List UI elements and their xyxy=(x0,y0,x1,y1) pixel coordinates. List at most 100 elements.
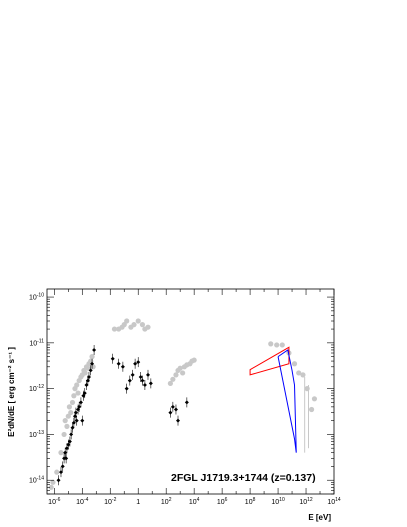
archival-data-point xyxy=(300,372,306,378)
archival-data-point xyxy=(274,342,280,348)
archival-data-point xyxy=(71,393,77,399)
simultaneous-data-point xyxy=(86,374,91,379)
simultaneous-data-point xyxy=(142,383,147,388)
archival-data-point xyxy=(82,370,88,376)
simultaneous-data-point xyxy=(145,372,150,377)
archival-data-point xyxy=(311,396,318,402)
simultaneous-data-point xyxy=(58,470,63,475)
simultaneous-data-point xyxy=(73,410,78,415)
x-tick-label: 10-2 xyxy=(104,497,116,506)
x-axis-title: E [eV] xyxy=(308,513,331,522)
archival-data-point xyxy=(268,341,274,347)
simultaneous-data-point xyxy=(74,418,79,423)
simultaneous-data-point xyxy=(82,391,87,396)
y-tick-label: 10-13 xyxy=(29,430,44,439)
red-bowtie xyxy=(249,346,290,376)
simultaneous-data-point xyxy=(170,404,175,409)
archival-data-point xyxy=(50,479,56,485)
archival-data-point xyxy=(167,380,173,387)
plot-area xyxy=(48,318,318,490)
simultaneous-data-point xyxy=(140,378,145,383)
archival-data-point xyxy=(66,404,73,410)
archival-data-point xyxy=(279,342,285,348)
y-tick-label: 10-14 xyxy=(29,476,44,485)
simultaneous-data-point xyxy=(110,356,115,361)
simultaneous-data-point xyxy=(66,442,71,447)
x-tick-label: 10-6 xyxy=(48,497,60,506)
archival-data-point xyxy=(54,469,60,475)
simultaneous-data-point xyxy=(184,400,189,405)
simultaneous-data-point xyxy=(136,360,141,365)
plot-frame xyxy=(46,288,335,495)
archival-data-point xyxy=(139,322,146,328)
archival-data-point xyxy=(61,431,67,438)
simultaneous-data-point xyxy=(81,393,86,398)
archival-data-point xyxy=(291,361,298,367)
source-annotation: 2FGL J1719.3+1744 (z=0.137) xyxy=(171,472,316,484)
simultaneous-data-point xyxy=(176,418,181,423)
simultaneous-data-point xyxy=(120,364,125,369)
simultaneous-data-point xyxy=(80,418,85,423)
y-tick-label: 10-10 xyxy=(29,293,44,302)
simultaneous-data-point xyxy=(71,420,76,425)
simultaneous-data-point xyxy=(92,347,97,352)
simultaneous-data-point xyxy=(90,361,95,366)
simultaneous-data-point xyxy=(130,372,135,377)
x-tick-label: 106 xyxy=(217,497,228,506)
archival-data-point xyxy=(180,370,186,376)
simultaneous-data-point xyxy=(124,386,129,391)
archival-data-point xyxy=(64,423,70,429)
archival-data-point xyxy=(131,322,137,328)
simultaneous-data-point xyxy=(88,368,93,373)
simultaneous-data-point xyxy=(56,478,61,483)
simultaneous-data-point xyxy=(64,446,69,451)
x-tick-label: 102 xyxy=(161,497,172,506)
archival-data-point xyxy=(48,484,54,490)
simultaneous-data-point xyxy=(138,374,143,379)
archival-data-point xyxy=(74,382,80,388)
axes: 10-6 10-4 10-2 1 102 104 106 108 1010 1012 1014 10-… xyxy=(29,288,341,506)
x-tick-label: 1010 xyxy=(271,497,285,506)
simultaneous-data-point xyxy=(173,407,178,412)
archival-data-point xyxy=(170,376,176,382)
archival-data-point xyxy=(296,370,302,376)
archival-data-point xyxy=(69,399,76,406)
blue-bowtie xyxy=(277,349,297,453)
archival-data-point xyxy=(124,318,130,324)
simultaneous-data-point xyxy=(133,361,138,366)
x-tick-label: 1012 xyxy=(299,497,313,506)
simultaneous-data-point xyxy=(67,439,72,444)
simultaneous-data-point xyxy=(77,404,82,409)
simultaneous-data-point xyxy=(69,432,74,437)
archival-data-point xyxy=(145,324,151,330)
simultaneous-data-point xyxy=(64,456,69,461)
x-tick-label: 104 xyxy=(189,497,200,506)
simultaneous-data-point xyxy=(78,400,83,405)
archival-data-point xyxy=(89,354,95,360)
simultaneous-data-point xyxy=(60,464,65,469)
archival-data-point xyxy=(308,406,315,413)
archival-data-point xyxy=(304,386,310,392)
archival-data-point xyxy=(62,418,68,424)
archival-data-point xyxy=(58,450,64,456)
simultaneous-data-point xyxy=(116,361,121,366)
y-axis-title: E²dN/dE [ erg cm⁻² s⁻¹ ] xyxy=(7,347,16,437)
archival-data-point xyxy=(135,318,141,324)
y-tick-label: 10-12 xyxy=(29,384,44,393)
archival-data-point xyxy=(75,390,81,396)
archival-data-point xyxy=(191,357,197,363)
simultaneous-data-point xyxy=(84,383,89,388)
archival-data-point xyxy=(111,326,118,332)
x-tick-label: 10-4 xyxy=(76,497,88,506)
archival-data-point xyxy=(85,365,91,371)
archival-data-point xyxy=(173,372,179,378)
archival-data-point xyxy=(177,365,183,371)
x-tick-label: 108 xyxy=(245,497,256,506)
simultaneous-data-point xyxy=(127,378,132,383)
archival-data-point xyxy=(68,409,74,416)
simultaneous-data-point xyxy=(148,381,153,386)
x-tick-label: 1014 xyxy=(327,497,341,506)
simultaneous-data-point xyxy=(70,425,75,430)
